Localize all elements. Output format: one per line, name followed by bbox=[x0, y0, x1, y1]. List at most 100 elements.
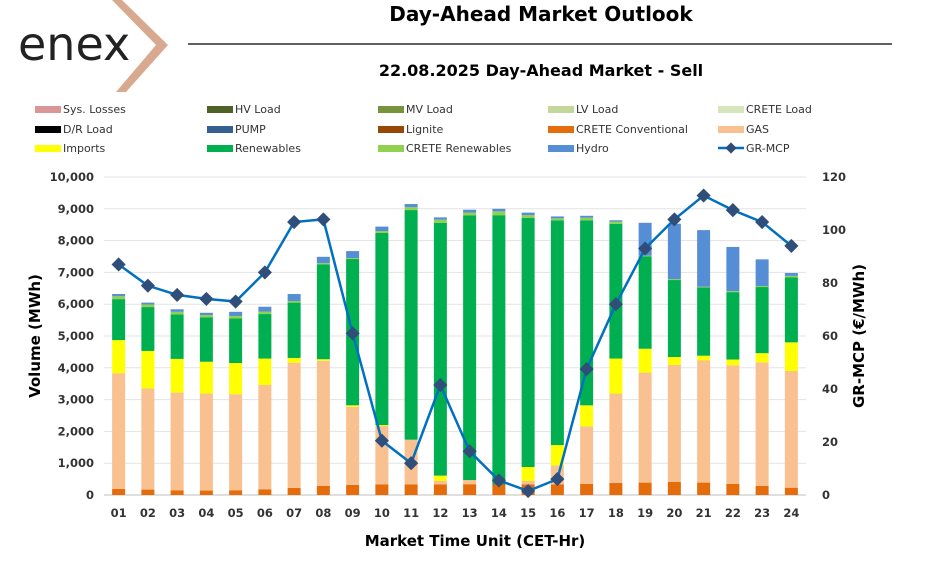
bar-imports-09 bbox=[346, 405, 360, 407]
bar-renewables-23 bbox=[755, 287, 769, 354]
legend: Sys. Losses HV Load MV Load LV Load CRETE Lo… bbox=[35, 103, 812, 155]
y2-tick-label: 100 bbox=[822, 223, 846, 237]
y2-tick-label: 80 bbox=[822, 276, 838, 290]
bar-crete-renewables-14 bbox=[492, 211, 506, 216]
gr-mcp-point-10 bbox=[374, 433, 389, 448]
legend-label: Renewables bbox=[235, 142, 301, 155]
bar-gas-19 bbox=[638, 372, 652, 483]
bar-hydro-12 bbox=[433, 217, 447, 220]
gr-mcp-point-09 bbox=[345, 326, 360, 341]
bar-hydro-21 bbox=[697, 230, 711, 287]
bar-gas-07 bbox=[287, 362, 301, 489]
bar-gas-04 bbox=[199, 393, 213, 491]
bar-hydro-24 bbox=[784, 273, 798, 276]
bar-renewables-16 bbox=[550, 220, 564, 446]
x-tick-label: 04 bbox=[198, 506, 214, 520]
x-tick-label: 23 bbox=[754, 506, 770, 520]
y-tick-label: 6,000 bbox=[58, 297, 94, 311]
x-tick-label: 22 bbox=[725, 506, 741, 520]
y-tick-label: 9,000 bbox=[58, 202, 94, 216]
gr-mcp-point-21 bbox=[696, 188, 711, 203]
bar-crete-conventional-13 bbox=[463, 484, 477, 495]
legend-swatch bbox=[35, 126, 61, 133]
bar-crete-renewables-11 bbox=[404, 207, 418, 211]
bar-crete-renewables-03 bbox=[170, 311, 184, 315]
bar-hydro-04 bbox=[199, 312, 213, 316]
bar-gas-03 bbox=[170, 392, 184, 491]
bar-crete-conventional-01 bbox=[112, 488, 126, 495]
logo-text: enex bbox=[18, 17, 130, 71]
bar-crete-conventional-21 bbox=[697, 482, 711, 495]
bar-imports-02 bbox=[141, 350, 155, 389]
gr-mcp-point-13 bbox=[462, 444, 477, 459]
bar-imports-21 bbox=[697, 355, 711, 361]
bar-renewables-10 bbox=[375, 232, 389, 426]
bar-crete-conventional-12 bbox=[433, 484, 447, 495]
bar-hydro-09 bbox=[346, 251, 360, 259]
bar-crete-conventional-18 bbox=[609, 482, 623, 495]
bar-imports-12 bbox=[433, 475, 447, 482]
bar-renewables-12 bbox=[433, 222, 447, 476]
bar-crete-renewables-21 bbox=[697, 286, 711, 288]
bar-crete-renewables-13 bbox=[463, 212, 477, 216]
bar-imports-10 bbox=[375, 425, 389, 426]
bar-crete-renewables-19 bbox=[638, 255, 652, 257]
bar-crete-conventional-09 bbox=[346, 484, 360, 495]
bar-imports-22 bbox=[726, 359, 740, 366]
bar-crete-conventional-23 bbox=[755, 485, 769, 495]
y-tick-label: 5,000 bbox=[58, 329, 94, 343]
y2-tick-label: 120 bbox=[822, 170, 846, 184]
bar-crete-renewables-22 bbox=[726, 291, 740, 293]
gr-mcp-polyline bbox=[117, 194, 793, 493]
gr-mcp-point-15 bbox=[521, 483, 536, 499]
x-tick-label: 24 bbox=[783, 506, 799, 520]
gr-mcp-point-19 bbox=[638, 241, 653, 256]
bar-imports-23 bbox=[755, 353, 769, 363]
bar-crete-conventional-20 bbox=[667, 481, 681, 495]
x-tick-label: 15 bbox=[520, 506, 536, 520]
gr-mcp-point-23 bbox=[755, 214, 770, 230]
bar-gas-17 bbox=[580, 426, 594, 484]
x-tick-label: 17 bbox=[579, 506, 595, 520]
bar-imports-05 bbox=[229, 363, 243, 395]
bar-crete-renewables-08 bbox=[316, 263, 330, 265]
gr-mcp-point-01 bbox=[111, 257, 126, 272]
bar-imports-16 bbox=[550, 445, 564, 466]
legend-swatch bbox=[207, 126, 233, 133]
gr-mcp-point-16 bbox=[550, 472, 565, 487]
bar-crete-conventional-19 bbox=[638, 482, 652, 495]
x-axis-title: Market Time Unit (CET-Hr) bbox=[365, 532, 586, 550]
legend-label: CRETE Renewables bbox=[406, 142, 512, 155]
bar-gas-12 bbox=[433, 481, 447, 485]
bar-gas-22 bbox=[726, 365, 740, 484]
bar-crete-conventional-07 bbox=[287, 488, 301, 495]
bar-gas-13 bbox=[463, 480, 477, 485]
legend-label: Hydro bbox=[576, 142, 609, 155]
bar-hydro-07 bbox=[287, 294, 301, 302]
bar-hydro-10 bbox=[375, 226, 389, 232]
x-tick-label: 21 bbox=[696, 506, 712, 520]
bar-crete-renewables-12 bbox=[433, 219, 447, 223]
bar-gas-09 bbox=[346, 406, 360, 485]
legend-swatch bbox=[207, 145, 233, 152]
bar-crete-renewables-09 bbox=[346, 258, 360, 260]
bar-crete-conventional-22 bbox=[726, 483, 740, 495]
bar-imports-04 bbox=[199, 361, 213, 394]
bar-gas-05 bbox=[229, 394, 243, 491]
x-tick-label: 19 bbox=[637, 506, 653, 520]
legend-label: HV Load bbox=[235, 103, 281, 116]
bar-hydro-16 bbox=[550, 216, 564, 219]
bar-gas-24 bbox=[784, 370, 798, 488]
legend-label: CRETE Load bbox=[746, 103, 812, 116]
y2-axis-title: GR-MCP (€/MWh) bbox=[850, 264, 868, 408]
y-tick-label: 8,000 bbox=[58, 234, 94, 248]
bar-renewables-21 bbox=[697, 287, 711, 356]
x-tick-label: 07 bbox=[286, 506, 302, 520]
legend-swatch bbox=[718, 106, 744, 113]
legend-swatch bbox=[35, 145, 61, 152]
y-tick-label: 3,000 bbox=[58, 393, 94, 407]
bar-hydro-06 bbox=[258, 306, 272, 312]
gr-mcp-point-11 bbox=[404, 456, 419, 471]
bar-crete-renewables-02 bbox=[141, 304, 155, 308]
legend-swatch bbox=[35, 106, 61, 113]
